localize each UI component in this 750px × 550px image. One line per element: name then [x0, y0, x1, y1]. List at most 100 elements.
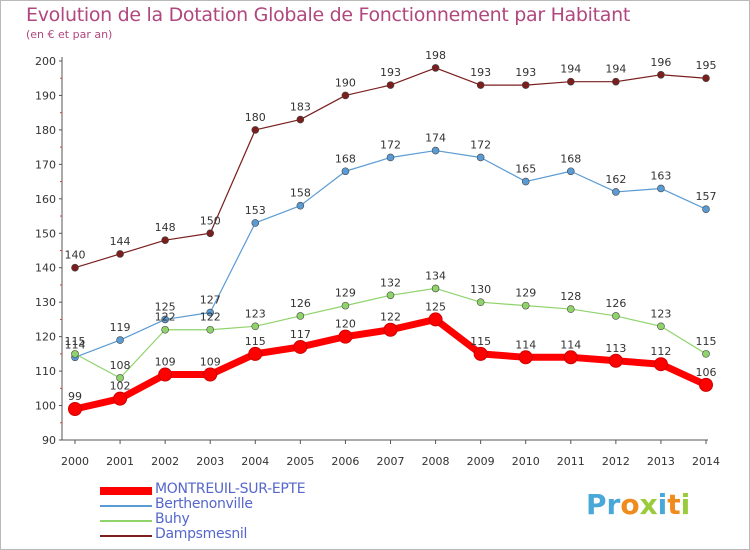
data-label-montreuil-sur-epte: 109: [155, 356, 176, 369]
data-point-berthenonville: [116, 336, 124, 344]
data-label-montreuil-sur-epte: 117: [290, 328, 311, 341]
data-label-buhy: 108: [110, 359, 131, 372]
data-point-berthenonville: [657, 184, 665, 193]
data-label-dampsmesnil: 193: [515, 66, 536, 79]
data-label-buhy: 129: [335, 287, 356, 300]
data-label-montreuil-sur-epte: 106: [696, 366, 717, 379]
chart-title: Evolution de la Dotation Globale de Fonc…: [26, 4, 631, 26]
x-tick-label: 2002: [151, 455, 179, 468]
x-tick-label: 2008: [422, 455, 450, 468]
data-label-berthenonville: 163: [650, 169, 671, 182]
y-tick-label: 200: [35, 55, 56, 68]
series-line-dampsmesnil: [74, 67, 707, 269]
legend-item-dampsmesnil: Dampsmesnil: [100, 526, 360, 544]
data-label-buhy: 129: [515, 287, 536, 300]
data-label-buhy: 115: [696, 335, 717, 348]
data-point-berthenonville: [251, 219, 260, 227]
y-tick-label: 170: [35, 158, 56, 171]
data-point-montreuil-sur-epte: [428, 312, 443, 327]
legend-item-buhy: Buhy: [100, 511, 360, 529]
data-point-berthenonville: [566, 167, 575, 176]
y-tick-label: 110: [35, 365, 56, 378]
data-point-montreuil-sur-epte: [473, 346, 488, 361]
data-point-buhy: [206, 325, 215, 334]
chart-subtitle: (en € et par an): [26, 28, 113, 41]
data-label-berthenonville: 153: [245, 204, 266, 217]
legend-label-berthenonville: Berthenonville: [155, 496, 253, 512]
data-label-montreuil-sur-epte: 115: [245, 335, 266, 348]
data-point-berthenonville: [341, 167, 350, 176]
brand-logo: Proxiti: [586, 488, 691, 521]
data-point-montreuil-sur-epte: [68, 401, 82, 416]
y-tick-label: 100: [35, 400, 56, 413]
data-point-montreuil-sur-epte: [338, 329, 353, 344]
data-label-montreuil-sur-epte: 99: [68, 390, 82, 403]
data-label-montreuil-sur-epte: 120: [335, 318, 356, 331]
data-point-berthenonville: [521, 177, 530, 186]
data-point-berthenonville: [431, 146, 440, 155]
data-point-dampsmesnil: [296, 115, 305, 124]
legend-swatch-montreuil-sur-epte: [100, 487, 152, 495]
data-point-dampsmesnil: [71, 263, 79, 272]
data-label-montreuil-sur-epte: 112: [650, 345, 671, 358]
data-label-buhy: 115: [65, 335, 86, 348]
y-tick-label: 130: [35, 296, 56, 309]
data-point-buhy: [476, 298, 485, 306]
data-label-berthenonville: 168: [560, 152, 581, 165]
data-label-montreuil-sur-epte: 114: [515, 338, 536, 351]
data-point-dampsmesnil: [161, 236, 169, 244]
data-point-montreuil-sur-epte: [699, 377, 713, 392]
y-tick-label: 160: [35, 193, 56, 206]
data-point-buhy: [296, 312, 305, 320]
data-label-berthenonville: 119: [110, 321, 131, 334]
data-point-dampsmesnil: [521, 81, 530, 89]
data-label-montreuil-sur-epte: 102: [110, 380, 131, 393]
data-label-buhy: 126: [605, 297, 626, 310]
data-label-dampsmesnil: 194: [605, 63, 626, 76]
data-point-berthenonville: [612, 188, 620, 196]
data-point-dampsmesnil: [206, 229, 215, 238]
data-point-buhy: [341, 301, 350, 310]
legend-label-dampsmesnil: Dampsmesnil: [155, 526, 248, 542]
data-point-buhy: [161, 325, 169, 334]
data-point-berthenonville: [386, 153, 395, 162]
data-label-dampsmesnil: 144: [110, 235, 131, 248]
y-tick-label: 190: [35, 89, 56, 102]
data-label-berthenonville: 168: [335, 152, 356, 165]
legend-label-buhy: Buhy: [155, 511, 190, 527]
data-point-buhy: [431, 284, 440, 293]
x-tick-label: 2004: [241, 455, 269, 468]
chart-legend: MONTREUIL-SUR-EPTE Berthenonville Buhy Damp…: [100, 481, 360, 544]
data-label-dampsmesnil: 194: [560, 63, 581, 76]
data-label-montreuil-sur-epte: 109: [200, 356, 221, 369]
data-label-buhy: 122: [155, 311, 176, 324]
data-point-buhy: [521, 301, 530, 310]
data-label-berthenonville: 127: [200, 294, 221, 307]
data-point-montreuil-sur-epte: [383, 322, 398, 337]
data-point-buhy: [566, 305, 575, 313]
data-point-dampsmesnil: [116, 250, 124, 258]
data-point-dampsmesnil: [386, 81, 395, 89]
data-point-dampsmesnil: [657, 70, 665, 79]
data-label-berthenonville: 158: [290, 187, 311, 200]
data-label-buhy: 128: [560, 290, 581, 303]
data-label-dampsmesnil: 183: [290, 101, 311, 114]
data-label-buhy: 123: [245, 307, 266, 320]
legend-swatch-buhy: [100, 520, 152, 522]
data-point-dampsmesnil: [251, 126, 260, 134]
x-tick-label: 2000: [61, 455, 89, 468]
data-label-dampsmesnil: 195: [696, 59, 717, 72]
data-point-montreuil-sur-epte: [293, 339, 308, 354]
data-point-buhy: [251, 322, 260, 331]
data-label-dampsmesnil: 180: [245, 111, 266, 124]
x-tick-label: 2005: [286, 455, 314, 468]
data-point-montreuil-sur-epte: [653, 357, 668, 372]
y-tick-label: 90: [42, 434, 56, 447]
y-tick-label: 140: [35, 262, 56, 275]
data-label-berthenonville: 114: [65, 338, 86, 351]
data-point-berthenonville: [476, 153, 485, 162]
data-label-montreuil-sur-epte: 113: [605, 342, 626, 355]
y-tick-label: 150: [35, 227, 56, 240]
